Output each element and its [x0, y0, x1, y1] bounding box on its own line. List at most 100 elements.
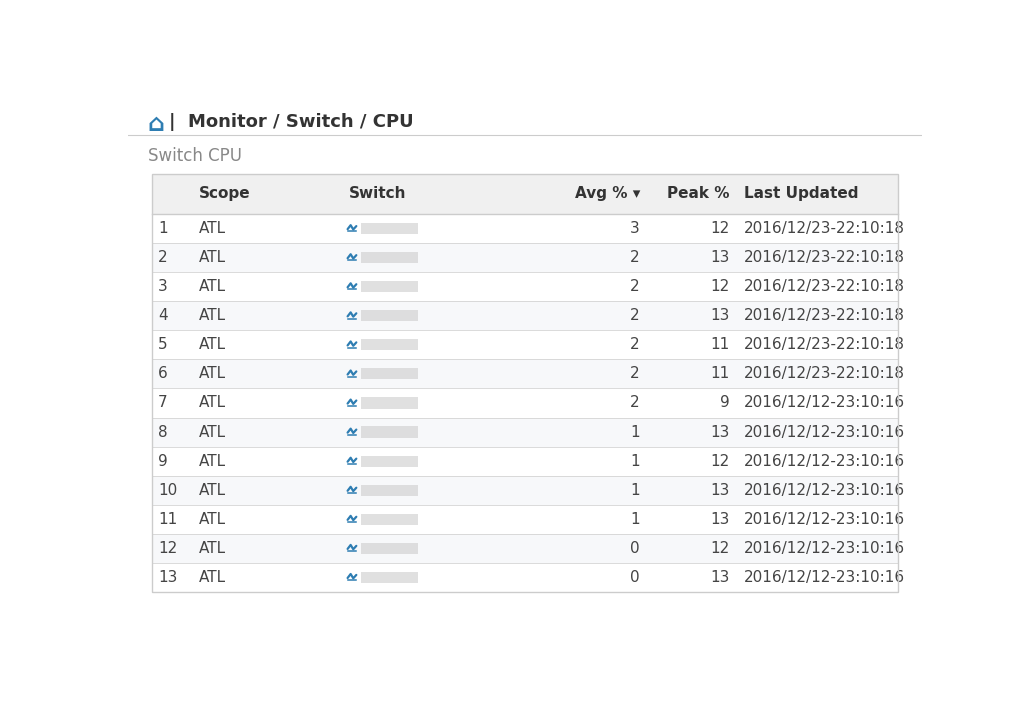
Text: 12: 12: [711, 454, 729, 468]
Text: ATL: ATL: [200, 309, 226, 323]
Bar: [152, 388, 898, 417]
Text: 2016/12/12-23:10:16: 2016/12/12-23:10:16: [743, 570, 905, 585]
Text: 1: 1: [158, 221, 168, 236]
Text: ATL: ATL: [200, 221, 226, 236]
Text: ATL: ATL: [200, 338, 226, 352]
Bar: [152, 446, 898, 476]
Text: 12: 12: [158, 541, 177, 556]
Text: 2016/12/23-22:10:18: 2016/12/23-22:10:18: [743, 250, 905, 265]
Text: ATL: ATL: [200, 425, 226, 439]
Text: 12: 12: [711, 541, 729, 556]
Text: 4: 4: [158, 309, 168, 323]
Text: 7: 7: [158, 396, 168, 410]
Bar: [152, 174, 898, 592]
Bar: [152, 359, 898, 388]
Text: 0: 0: [631, 541, 640, 556]
Text: 2: 2: [631, 250, 640, 265]
Text: 12: 12: [711, 221, 729, 236]
Text: 2016/12/23-22:10:18: 2016/12/23-22:10:18: [743, 338, 905, 352]
Text: 1: 1: [631, 425, 640, 439]
Text: 13: 13: [710, 570, 729, 585]
Bar: [361, 252, 418, 264]
Text: Peak %: Peak %: [667, 187, 729, 201]
Text: 11: 11: [711, 367, 729, 381]
Text: ATL: ATL: [200, 483, 226, 498]
Text: 13: 13: [710, 512, 729, 527]
Bar: [152, 417, 898, 446]
Text: 0: 0: [631, 570, 640, 585]
Text: 11: 11: [158, 512, 177, 527]
Text: 3: 3: [630, 221, 640, 236]
Text: 2: 2: [631, 309, 640, 323]
Bar: [152, 476, 898, 505]
Bar: [152, 214, 898, 243]
Text: 1: 1: [631, 512, 640, 527]
Text: ⌂: ⌂: [147, 113, 165, 136]
Text: 13: 13: [710, 250, 729, 265]
Bar: [361, 484, 418, 496]
Text: 5: 5: [158, 338, 168, 352]
Text: 13: 13: [710, 425, 729, 439]
Text: 2016/12/12-23:10:16: 2016/12/12-23:10:16: [743, 541, 905, 556]
Text: 2: 2: [631, 396, 640, 410]
Text: Switch CPU: Switch CPU: [147, 147, 242, 165]
Text: Switch: Switch: [348, 187, 406, 201]
Text: 12: 12: [711, 280, 729, 294]
Text: |  Monitor / Switch / CPU: | Monitor / Switch / CPU: [169, 113, 414, 131]
Text: 2016/12/12-23:10:16: 2016/12/12-23:10:16: [743, 454, 905, 468]
Text: 9: 9: [158, 454, 168, 468]
Bar: [361, 223, 418, 234]
Text: 2016/12/12-23:10:16: 2016/12/12-23:10:16: [743, 396, 905, 410]
Text: Avg % ▾: Avg % ▾: [574, 187, 640, 201]
Text: 2016/12/23-22:10:18: 2016/12/23-22:10:18: [743, 221, 905, 236]
Text: ATL: ATL: [200, 367, 226, 381]
Bar: [152, 272, 898, 301]
Bar: [152, 505, 898, 534]
Bar: [152, 174, 898, 214]
Text: 13: 13: [710, 309, 729, 323]
Text: ATL: ATL: [200, 512, 226, 527]
Text: ATL: ATL: [200, 454, 226, 468]
Text: 2: 2: [631, 338, 640, 352]
Text: 2016/12/12-23:10:16: 2016/12/12-23:10:16: [743, 512, 905, 527]
Text: 10: 10: [158, 483, 177, 498]
Bar: [361, 310, 418, 322]
Bar: [361, 426, 418, 438]
Bar: [152, 534, 898, 563]
Text: Last Updated: Last Updated: [743, 187, 858, 201]
Bar: [361, 368, 418, 380]
Bar: [361, 514, 418, 525]
Text: ATL: ATL: [200, 541, 226, 556]
Text: ATL: ATL: [200, 396, 226, 410]
Text: 13: 13: [710, 483, 729, 498]
Text: ATL: ATL: [200, 250, 226, 265]
Text: 2: 2: [631, 280, 640, 294]
Text: 2: 2: [158, 250, 168, 265]
Bar: [152, 243, 898, 272]
Bar: [152, 301, 898, 330]
Text: 11: 11: [711, 338, 729, 352]
Text: 9: 9: [720, 396, 729, 410]
Text: 2016/12/12-23:10:16: 2016/12/12-23:10:16: [743, 425, 905, 439]
Bar: [361, 572, 418, 583]
Bar: [361, 543, 418, 554]
Text: 2016/12/23-22:10:18: 2016/12/23-22:10:18: [743, 367, 905, 381]
Bar: [361, 455, 418, 467]
Bar: [152, 563, 898, 592]
Bar: [361, 397, 418, 409]
Text: 6: 6: [158, 367, 168, 381]
Text: 2: 2: [631, 367, 640, 381]
Text: ATL: ATL: [200, 570, 226, 585]
Text: 2016/12/23-22:10:18: 2016/12/23-22:10:18: [743, 280, 905, 294]
Text: 1: 1: [631, 454, 640, 468]
Text: Scope: Scope: [200, 187, 251, 201]
Text: ATL: ATL: [200, 280, 226, 294]
Text: 3: 3: [158, 280, 168, 294]
Text: 8: 8: [158, 425, 168, 439]
Text: 1: 1: [631, 483, 640, 498]
Text: 2016/12/23-22:10:18: 2016/12/23-22:10:18: [743, 309, 905, 323]
Text: 2016/12/12-23:10:16: 2016/12/12-23:10:16: [743, 483, 905, 498]
Bar: [361, 281, 418, 293]
Bar: [152, 330, 898, 359]
Bar: [361, 339, 418, 351]
